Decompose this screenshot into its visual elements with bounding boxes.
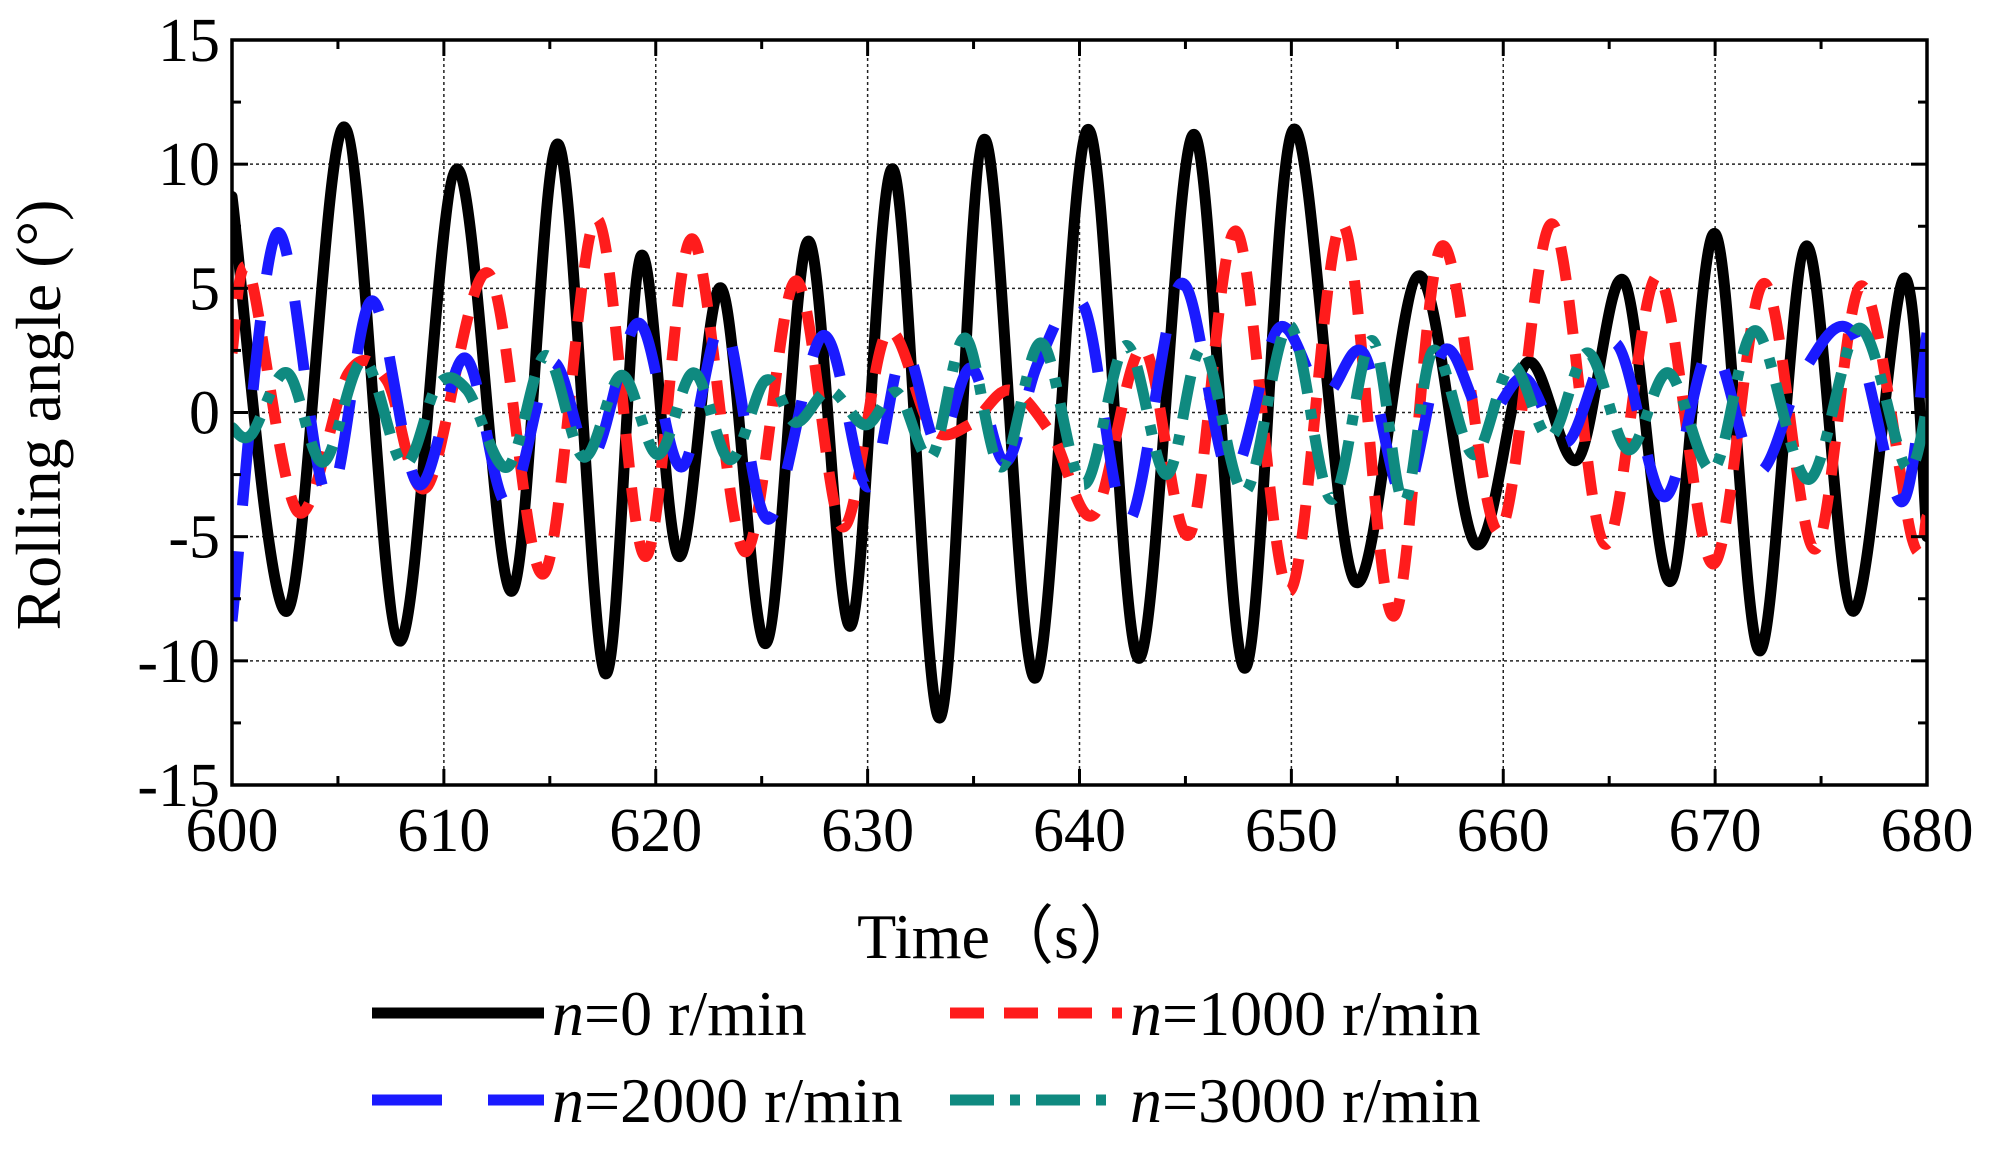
series-group — [232, 121, 1927, 724]
y-tick-label: 5 — [189, 255, 220, 323]
x-tick-label: 670 — [1669, 797, 1762, 865]
y-tick-label: 15 — [158, 7, 220, 75]
legend-label: n=3000 r/min — [1130, 1065, 1481, 1136]
y-tick-label: -5 — [168, 504, 220, 572]
y-axis-title: Rolling angle (°) — [3, 200, 74, 631]
x-tick-labels: 600 610 620 630 640 650 660 670 680 — [186, 797, 1974, 865]
y-tick-label: 0 — [189, 380, 220, 448]
y-tick-label: -15 — [137, 752, 220, 820]
x-tick-label: 620 — [609, 797, 702, 865]
y-tick-labels: -15 -10 -5 0 5 10 15 — [137, 7, 220, 820]
x-axis-title: Time（s） — [857, 901, 1143, 972]
legend-item-0-rpm: n=0 r/min — [372, 978, 807, 1049]
x-tick-label: 660 — [1457, 797, 1550, 865]
legend-label: n=1000 r/min — [1130, 978, 1481, 1049]
axis-ticks — [230, 38, 1929, 787]
legend: n=0 r/min n=1000 r/min n=2000 r/min n=3000 … — [372, 978, 1481, 1136]
series-line-2000-rpm — [232, 227, 1927, 622]
legend-item-2000-rpm: n=2000 r/min — [372, 1065, 903, 1136]
y-tick-label: 10 — [158, 131, 220, 199]
x-tick-label: 650 — [1245, 797, 1338, 865]
x-tick-label: 630 — [821, 797, 914, 865]
x-tick-label: 600 — [186, 797, 279, 865]
x-tick-label: 680 — [1881, 797, 1974, 865]
x-tick-label: 610 — [397, 797, 490, 865]
x-tick-label: 640 — [1033, 797, 1126, 865]
legend-item-3000-rpm: n=3000 r/min — [950, 1065, 1481, 1136]
series-line-3000-rpm — [232, 320, 1927, 508]
y-tick-label: -10 — [137, 628, 220, 696]
series-line-1000-rpm — [232, 213, 1927, 622]
legend-item-1000-rpm: n=1000 r/min — [950, 978, 1481, 1049]
legend-label: n=2000 r/min — [552, 1065, 903, 1136]
legend-label: n=0 r/min — [552, 978, 807, 1049]
series-line-0-rpm — [232, 121, 1927, 724]
